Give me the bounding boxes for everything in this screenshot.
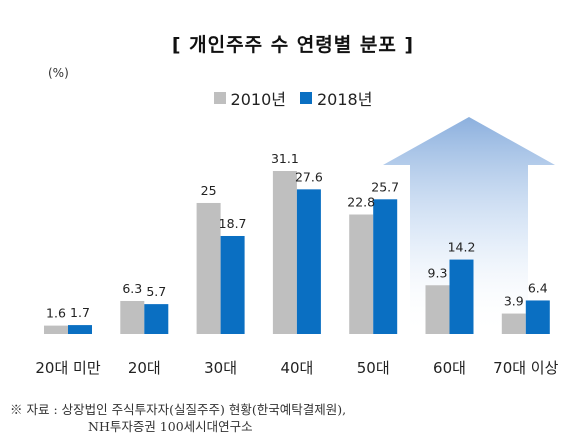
legend-item-2010: 2010년 [213, 86, 286, 110]
bar-2010년-30대 [196, 202, 221, 334]
legend-item-2018: 2018년 [300, 86, 372, 110]
bar-2018년-40대 [296, 189, 321, 334]
legend-label-2010: 2010년 [230, 90, 286, 109]
data-label: 27.6 [295, 169, 323, 184]
bar-2018년-30대 [220, 235, 245, 334]
x-tick-label: 20대 [128, 359, 161, 377]
bar-2010년-70대 이상 [501, 313, 526, 334]
data-label: 6.4 [528, 280, 548, 295]
x-tick-label: 50대 [357, 359, 390, 377]
x-tick-label: 70대 이상 [493, 359, 558, 377]
x-tick-label: 40대 [280, 359, 313, 377]
bar-2010년-20대 [120, 300, 145, 334]
data-label: 31.1 [271, 151, 299, 166]
bar-2018년-20대 [144, 304, 169, 334]
bar-2010년-40대 [272, 171, 297, 334]
data-label: 1.6 [46, 306, 66, 321]
bar-2010년-60대 [425, 285, 450, 334]
x-tick-label: 30대 [204, 359, 237, 377]
data-label: 25.7 [371, 179, 399, 194]
source-line-1: ※ 자료 : 상장법인 주식투자자(실질주주) 현황(한국예탁결제원), [10, 402, 347, 417]
legend-swatch-2018 [300, 92, 312, 104]
source-note: ※ 자료 : 상장법인 주식투자자(실질주주) 현황(한국예탁결제원), NH투… [10, 401, 346, 435]
data-label: 18.7 [219, 216, 247, 231]
legend-label-2018: 2018년 [317, 90, 373, 109]
bar-2018년-70대 이상 [525, 300, 550, 334]
bar-2018년-50대 [373, 199, 398, 334]
data-label: 25 [201, 183, 217, 198]
data-label: 1.7 [70, 305, 90, 320]
unit-label: (%) [48, 66, 69, 80]
source-line-2: NH투자증권 100세시대연구소 [88, 419, 253, 434]
bar-2010년-50대 [349, 214, 374, 334]
data-label: 14.2 [448, 240, 476, 255]
x-tick-label: 20대 미만 [35, 359, 100, 377]
trend-arrow-icon [383, 117, 555, 335]
bar-2018년-60대 [449, 259, 474, 334]
legend-swatch-2010 [213, 92, 226, 104]
data-label: 3.9 [504, 294, 524, 309]
chart-title: [ 개인주주 수 연령별 분포 ] [171, 34, 415, 56]
x-tick-label: 60대 [433, 359, 466, 377]
legend: 2010년 2018년 [0, 86, 586, 110]
bar-2010년-20대 미만 [44, 325, 68, 334]
data-label: 9.3 [428, 265, 448, 280]
bar-2018년-20대 미만 [68, 325, 92, 334]
data-label: 22.8 [347, 195, 375, 210]
data-label: 5.7 [146, 284, 166, 299]
data-label: 6.3 [122, 281, 142, 296]
